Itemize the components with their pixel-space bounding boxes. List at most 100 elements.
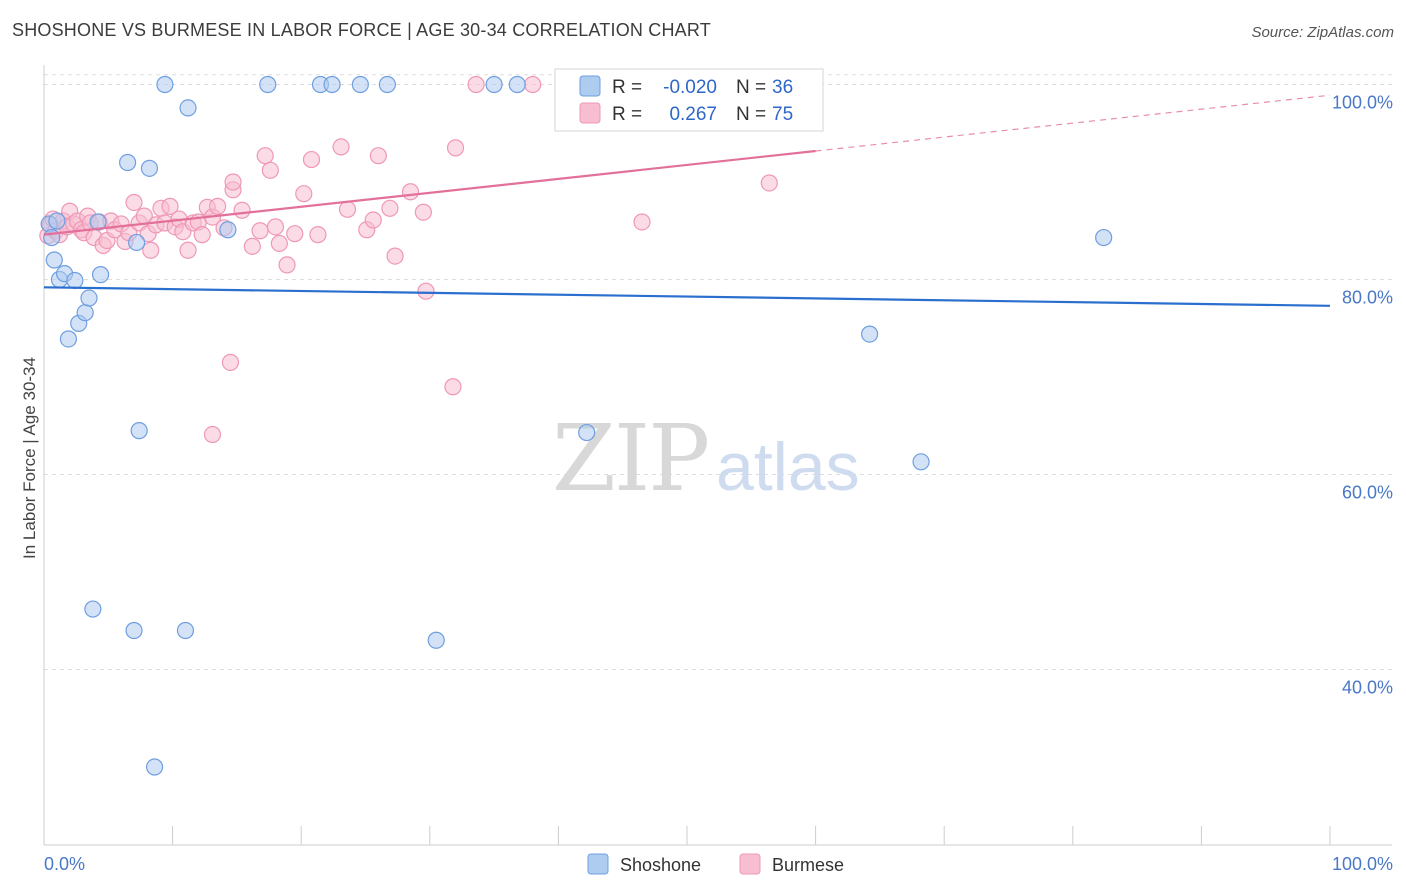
data-points bbox=[39, 75, 1113, 776]
point-burmese bbox=[256, 147, 274, 165]
legend-n-label-shoshone: N = bbox=[736, 77, 766, 98]
point-shoshone bbox=[578, 423, 596, 442]
point-burmese bbox=[364, 211, 382, 229]
y-tick-label: 100.0% bbox=[1332, 93, 1393, 113]
point-burmese bbox=[633, 213, 651, 231]
point-burmese bbox=[760, 174, 778, 192]
point-burmese bbox=[302, 150, 321, 169]
point-shoshone bbox=[66, 271, 84, 290]
point-burmese bbox=[233, 201, 251, 219]
chart-source: Source: ZipAtlas.com bbox=[1251, 24, 1394, 41]
point-shoshone bbox=[378, 75, 396, 94]
trend-lines bbox=[43, 94, 1331, 307]
point-shoshone bbox=[140, 159, 159, 177]
legend-r-value-burmese: 0.267 bbox=[669, 104, 717, 125]
point-burmese bbox=[125, 193, 143, 212]
point-burmese bbox=[309, 226, 327, 244]
point-burmese bbox=[251, 222, 269, 240]
point-shoshone bbox=[427, 631, 445, 649]
y-tick-label: 80.0% bbox=[1342, 288, 1393, 308]
point-burmese bbox=[224, 173, 242, 191]
series-legend: Shoshone Burmese bbox=[587, 853, 844, 875]
point-burmese bbox=[142, 241, 160, 259]
point-shoshone bbox=[59, 330, 78, 348]
point-burmese bbox=[266, 218, 285, 236]
point-shoshone bbox=[45, 251, 63, 269]
point-shoshone bbox=[130, 422, 148, 440]
point-shoshone bbox=[179, 99, 197, 117]
point-shoshone bbox=[156, 75, 174, 94]
point-burmese bbox=[332, 138, 350, 156]
point-burmese bbox=[193, 226, 211, 244]
point-shoshone bbox=[176, 621, 195, 640]
legend-n-label-burmese: N = bbox=[736, 104, 766, 125]
watermark: ZIP atlas bbox=[552, 405, 860, 512]
point-shoshone bbox=[76, 304, 94, 322]
point-burmese bbox=[446, 139, 465, 157]
point-burmese bbox=[381, 199, 399, 217]
point-burmese bbox=[261, 161, 279, 179]
legend-r-label-burmese: R = bbox=[612, 104, 642, 125]
point-burmese bbox=[286, 225, 304, 243]
trend-line-shoshone bbox=[43, 286, 1331, 307]
axes: 40.0% 60.0% 80.0% 100.0% 0.0% 100.0% bbox=[43, 65, 1393, 874]
point-shoshone bbox=[351, 75, 369, 94]
series-legend-label-shoshone: Shoshone bbox=[620, 855, 701, 875]
point-burmese bbox=[386, 247, 404, 265]
point-shoshone bbox=[485, 75, 503, 94]
point-burmese bbox=[243, 237, 261, 255]
point-shoshone bbox=[219, 221, 237, 239]
point-shoshone bbox=[125, 621, 143, 640]
y-tick-label: 60.0% bbox=[1342, 483, 1393, 503]
point-burmese bbox=[444, 378, 462, 396]
series-legend-swatch-shoshone bbox=[587, 853, 609, 875]
point-burmese bbox=[203, 425, 222, 444]
y-axis-label: In Labor Force | Age 30-34 bbox=[20, 357, 39, 559]
point-shoshone bbox=[145, 758, 164, 776]
gridlines bbox=[44, 74, 1392, 670]
correlation-legend: R = -0.020 N = 36 R = 0.267 N = 75 bbox=[554, 68, 824, 132]
legend-r-label-shoshone: R = bbox=[612, 77, 642, 98]
watermark-zip: ZIP bbox=[552, 405, 708, 512]
point-shoshone bbox=[323, 75, 341, 94]
watermark-atlas: atlas bbox=[716, 429, 860, 505]
legend-n-value-shoshone: 36 bbox=[772, 77, 793, 98]
legend-swatch-burmese bbox=[579, 102, 601, 124]
point-burmese bbox=[209, 197, 227, 215]
point-shoshone bbox=[912, 453, 930, 471]
trend-line-burmese bbox=[43, 149, 816, 236]
point-burmese bbox=[369, 147, 387, 165]
point-shoshone bbox=[127, 233, 146, 252]
point-burmese bbox=[467, 75, 485, 94]
y-tick-label: 40.0% bbox=[1342, 678, 1393, 698]
point-shoshone bbox=[84, 600, 102, 618]
point-shoshone bbox=[1095, 228, 1113, 247]
trend-line-extension-burmese bbox=[815, 94, 1331, 152]
series-legend-label-burmese: Burmese bbox=[772, 855, 844, 875]
point-burmese bbox=[161, 197, 179, 215]
point-burmese bbox=[221, 353, 240, 371]
point-shoshone bbox=[43, 228, 61, 247]
point-shoshone bbox=[118, 153, 137, 172]
point-shoshone bbox=[89, 213, 107, 231]
point-shoshone bbox=[861, 325, 879, 343]
point-shoshone bbox=[259, 75, 277, 94]
point-burmese bbox=[401, 183, 420, 201]
point-burmese bbox=[338, 200, 357, 218]
x-tick-label: 100.0% bbox=[1332, 854, 1393, 874]
point-burmese bbox=[417, 282, 435, 300]
point-burmese bbox=[179, 241, 197, 259]
point-shoshone bbox=[91, 266, 110, 284]
legend-n-value-burmese: 75 bbox=[772, 104, 793, 125]
point-burmese bbox=[524, 75, 542, 94]
point-burmese bbox=[270, 234, 288, 253]
legend-swatch-shoshone bbox=[579, 75, 601, 97]
point-shoshone bbox=[508, 75, 526, 94]
point-burmese bbox=[295, 185, 313, 203]
point-shoshone bbox=[48, 212, 66, 230]
point-shoshone bbox=[80, 289, 98, 307]
legend-r-value-shoshone: -0.020 bbox=[663, 77, 717, 98]
series-legend-swatch-burmese bbox=[739, 853, 761, 875]
